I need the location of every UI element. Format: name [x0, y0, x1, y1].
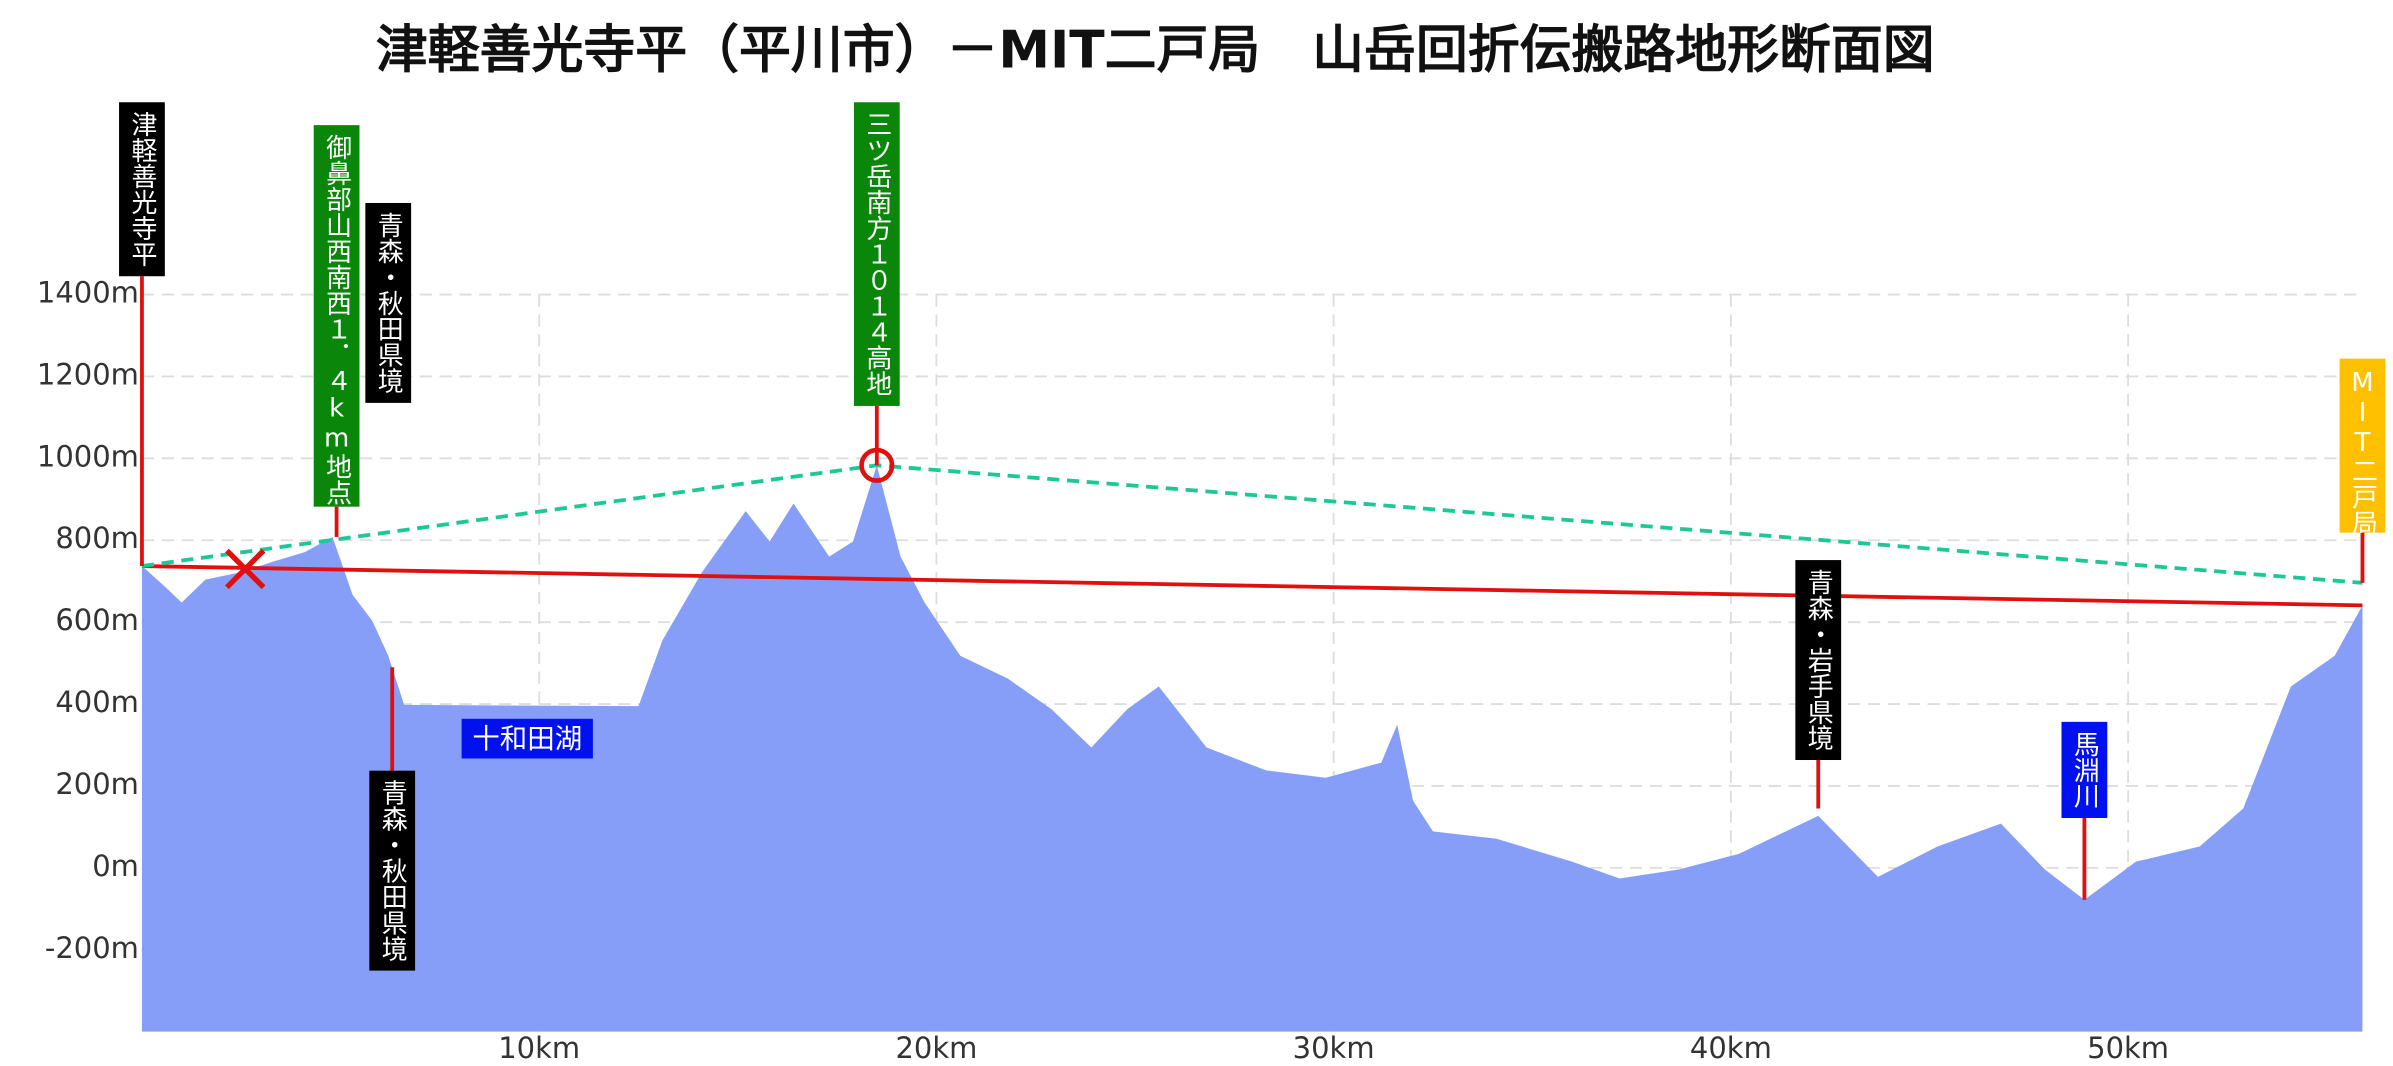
annotation-box: [853, 102, 900, 406]
annotation-label: 津軽善光寺平: [127, 111, 157, 267]
y-tick-label: 200m: [55, 767, 139, 801]
annotation-box: [2061, 721, 2108, 819]
x-tick-label: 30km: [1293, 1031, 1375, 1065]
chart-title: 津軽善光寺平（平川市）－MIT二戸局 山岳回折伝搬路地形断面図: [376, 20, 1935, 80]
annotation-box: [1795, 560, 1842, 761]
x-tick-label: 40km: [1690, 1031, 1772, 1065]
y-tick-label: -200m: [45, 931, 139, 965]
annotation-label: 馬淵川: [2069, 731, 2099, 809]
x-tick-label: 50km: [2087, 1031, 2169, 1065]
annotation-box: [369, 770, 416, 971]
annotation-label: 青森・岩手県境: [1803, 569, 1833, 751]
y-tick-label: 1400m: [37, 276, 139, 310]
annotation-box: [365, 202, 412, 403]
x-tick-label: 20km: [895, 1031, 977, 1065]
y-tick-label: 600m: [55, 603, 139, 637]
terrain-area: [141, 465, 2363, 1032]
sight-line: [141, 564, 2363, 608]
y-tick-label: 1200m: [37, 357, 139, 391]
y-tick-label: 800m: [55, 521, 139, 555]
annotation-label: MIT二戸局: [2347, 368, 2377, 536]
annotation-label: 十和田湖: [472, 724, 582, 755]
y-tick-label: 1000m: [37, 439, 139, 473]
annotation-label: 青森・秋田県境: [373, 212, 403, 394]
annotation-box: [2339, 358, 2386, 533]
annotation-box: [461, 718, 593, 759]
annotation-label: 三ツ岳南方１０１４高地: [862, 111, 892, 396]
annotation-label: 青森・秋田県境: [377, 780, 407, 962]
marker: [225, 548, 266, 590]
annotation-label: 御鼻部山西南西１．４km地点: [322, 134, 352, 505]
y-tick-label: 400m: [55, 685, 139, 719]
x-tick-label: 10km: [498, 1031, 580, 1065]
annotation-box: [119, 102, 165, 277]
annotation-box: [313, 125, 360, 507]
y-tick-label: 0m: [92, 849, 139, 883]
